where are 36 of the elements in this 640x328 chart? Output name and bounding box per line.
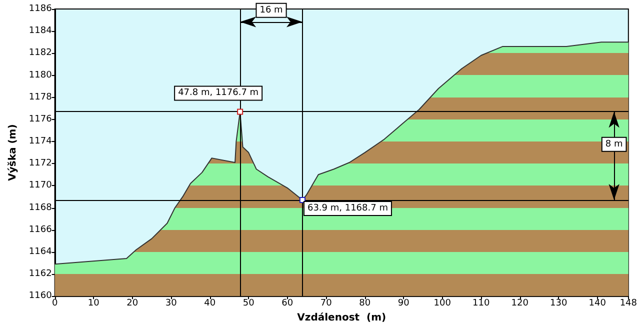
y-tick-label: 1166 bbox=[28, 224, 52, 235]
x-tick-label: 0 bbox=[52, 298, 58, 309]
y-tick-label: 1162 bbox=[28, 269, 52, 280]
y-tick-label: 1184 bbox=[28, 26, 52, 36]
y-axis-title: Výška (m) bbox=[8, 124, 18, 181]
x-tick-label: 90 bbox=[398, 298, 410, 309]
x-tick-label: 70 bbox=[320, 298, 332, 309]
x-tick-label: 50 bbox=[242, 298, 255, 309]
y-tick-label: 1160 bbox=[28, 291, 52, 302]
x-tick-label: 80 bbox=[359, 298, 371, 309]
x-tick-label: 20 bbox=[126, 298, 138, 309]
annotation: 16 m bbox=[260, 5, 283, 16]
annotation: 63.9 m, 1168.7 m bbox=[307, 204, 388, 214]
y-tick-label: 1164 bbox=[28, 246, 52, 257]
y-tick-label: 1172 bbox=[28, 158, 52, 169]
x-tick-label: 140 bbox=[588, 298, 606, 309]
x-tick-label: 100 bbox=[434, 298, 452, 309]
x-tick-label: 130 bbox=[550, 298, 568, 309]
x-tick-label: 10 bbox=[88, 298, 100, 309]
y-tick-label: 1182 bbox=[28, 48, 52, 58]
y-tick-label: 1174 bbox=[28, 136, 52, 147]
annotation: 8 m bbox=[605, 139, 623, 150]
y-tick-label: 1176 bbox=[28, 114, 52, 124]
y-tick-label: 1168 bbox=[28, 202, 52, 213]
y-tick-label: 1180 bbox=[28, 70, 52, 80]
x-tick-label: 40 bbox=[204, 298, 216, 309]
x-tick-label: 120 bbox=[511, 298, 529, 309]
annotation: 47.8 m, 1176.7 m bbox=[178, 88, 259, 98]
y-tick-label: 1170 bbox=[28, 180, 52, 191]
y-tick-label: 1186 bbox=[28, 4, 52, 14]
x-tick-label: 60 bbox=[282, 298, 294, 309]
x-tick-label: 30 bbox=[165, 298, 178, 309]
x-tick-label: 110 bbox=[472, 298, 490, 309]
x-tick-label: 148 bbox=[620, 298, 638, 309]
x-axis-title: Vzdálenost (m) bbox=[297, 312, 386, 324]
y-tick-label: 1178 bbox=[28, 92, 52, 102]
